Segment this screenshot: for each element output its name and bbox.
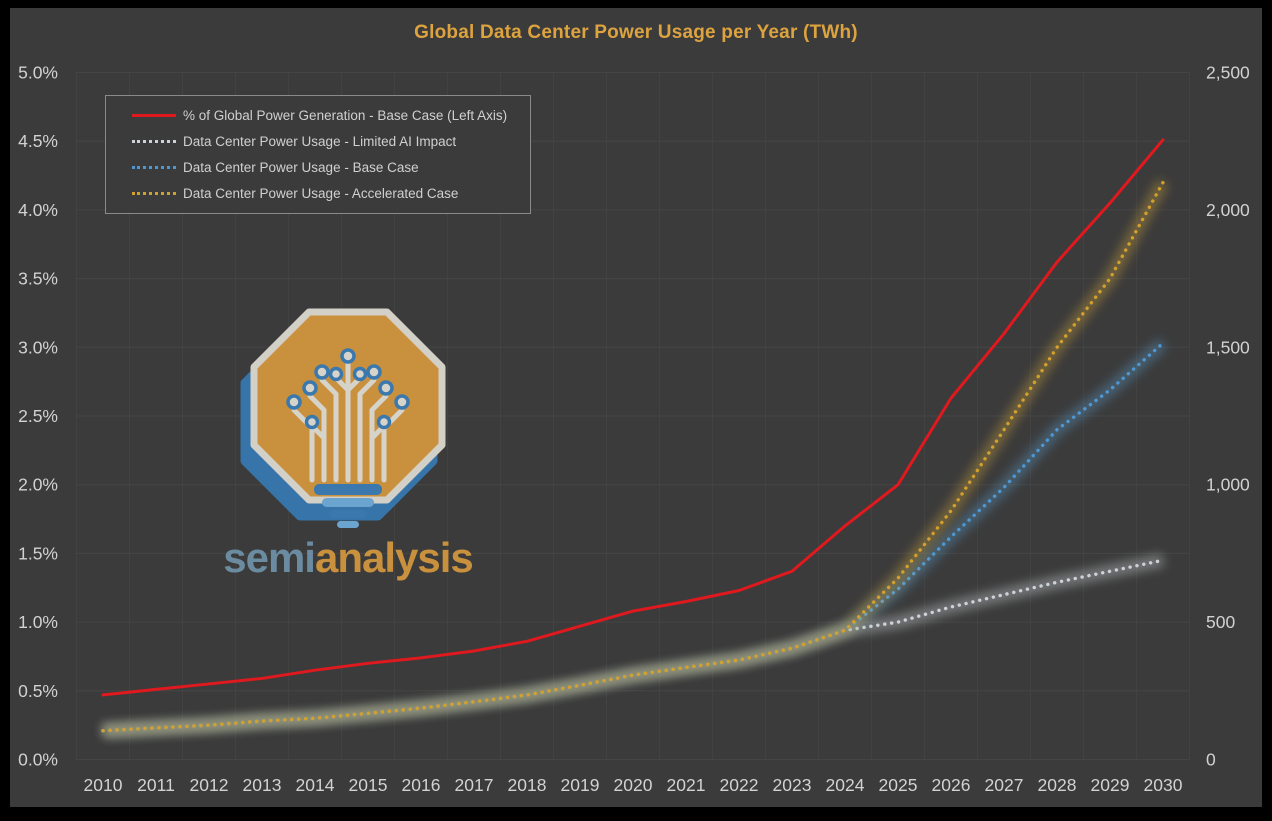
legend-line-swatch (132, 192, 176, 196)
logo-wordmark: semianalysis (223, 534, 473, 581)
y-axis-left-tick-label: 0.5% (18, 681, 58, 701)
y-axis-right-tick-label: 1,500 (1206, 337, 1250, 357)
x-axis-tick-label: 2011 (137, 775, 175, 795)
series-line-dotted (101, 180, 1165, 733)
x-axis-tick-label: 2012 (190, 775, 229, 795)
logo-circuit-nodes-icon (286, 348, 410, 430)
x-axis-tick-label: 2010 (84, 775, 123, 795)
legend-line-swatch (132, 166, 176, 170)
series-line-solid (101, 138, 1165, 697)
x-axis-tick-label: 2021 (667, 775, 706, 795)
x-axis-tick-label: 2018 (508, 775, 547, 795)
x-axis-tick-label: 2028 (1038, 775, 1077, 795)
x-axis-tick-label: 2016 (402, 775, 441, 795)
y-axis-left-tick-label: 2.0% (18, 475, 58, 495)
x-axis-tick-label: 2022 (720, 775, 759, 795)
x-axis-tick-label: 2030 (1144, 775, 1183, 795)
legend-item: Data Center Power Usage - Accelerated Ca… (132, 186, 520, 201)
legend-item: Data Center Power Usage - Limited AI Imp… (132, 134, 520, 149)
x-axis-tick-label: 2026 (932, 775, 971, 795)
x-axis-tick-label: 2020 (614, 775, 653, 795)
y-axis-left-tick-label: 1.0% (18, 612, 58, 632)
x-axis-tick-label: 2023 (773, 775, 812, 795)
y-axis-left-tick-label: 1.5% (18, 543, 58, 563)
x-axis-tick-label: 2024 (826, 775, 865, 795)
y-axis-left-tick-label: 5.0% (18, 63, 58, 83)
y-axis-left-tick-label: 3.0% (18, 337, 58, 357)
y-axis-right-tick-label: 2,000 (1206, 200, 1250, 220)
legend-line-swatch (132, 139, 176, 143)
y-axis-right-tick-label: 0 (1206, 750, 1216, 770)
legend-label: % of Global Power Generation - Base Case… (183, 107, 508, 123)
legend-line-swatch (132, 113, 176, 117)
y-axis-left-tick-label: 4.5% (18, 131, 58, 151)
legend-item: % of Global Power Generation - Base Case… (132, 108, 520, 123)
y-axis-left-tick-label: 3.5% (18, 269, 58, 289)
x-axis-tick-label: 2029 (1091, 775, 1130, 795)
legend-label: Data Center Power Usage - Accelerated Ca… (183, 186, 459, 202)
y-axis-right-tick-label: 2,500 (1206, 63, 1250, 83)
legend: % of Global Power Generation - Base Case… (105, 95, 531, 214)
x-axis-tick-label: 2019 (561, 775, 600, 795)
logo-bulb-base-icon (314, 484, 382, 528)
x-axis-tick-label: 2015 (349, 775, 388, 795)
x-axis-tick-label: 2027 (985, 775, 1024, 795)
logo-text-analysis: analysis (315, 534, 473, 581)
chart-title: Global Data Center Power Usage per Year … (414, 22, 858, 43)
data-series (101, 138, 1169, 738)
semianalysis-logo: semianalysis (223, 308, 474, 581)
y-axis-left-tick-label: 2.5% (18, 406, 58, 426)
legend-item: Data Center Power Usage - Base Case (132, 160, 520, 175)
x-axis-tick-label: 2014 (296, 775, 335, 795)
x-axis-tick-label: 2013 (243, 775, 282, 795)
y-axis-left-tick-label: 0.0% (18, 750, 58, 770)
logo-text-semi: semi (223, 534, 315, 581)
y-axis-right-tick-label: 1,000 (1206, 475, 1250, 495)
y-axis-left-tick-label: 4.0% (18, 200, 58, 220)
y-axis-right-tick-label: 500 (1206, 612, 1235, 632)
legend-label: Data Center Power Usage - Base Case (183, 160, 419, 176)
x-axis-tick-label: 2025 (879, 775, 918, 795)
legend-label: Data Center Power Usage - Limited AI Imp… (183, 133, 457, 149)
x-axis-tick-label: 2017 (455, 775, 494, 795)
axis-tick-labels: 5.0% 4.5% 4.0% 3.5% 3.0% 2.5% 2.0% 1.5% 1.0% 0.5%… (18, 63, 1250, 796)
